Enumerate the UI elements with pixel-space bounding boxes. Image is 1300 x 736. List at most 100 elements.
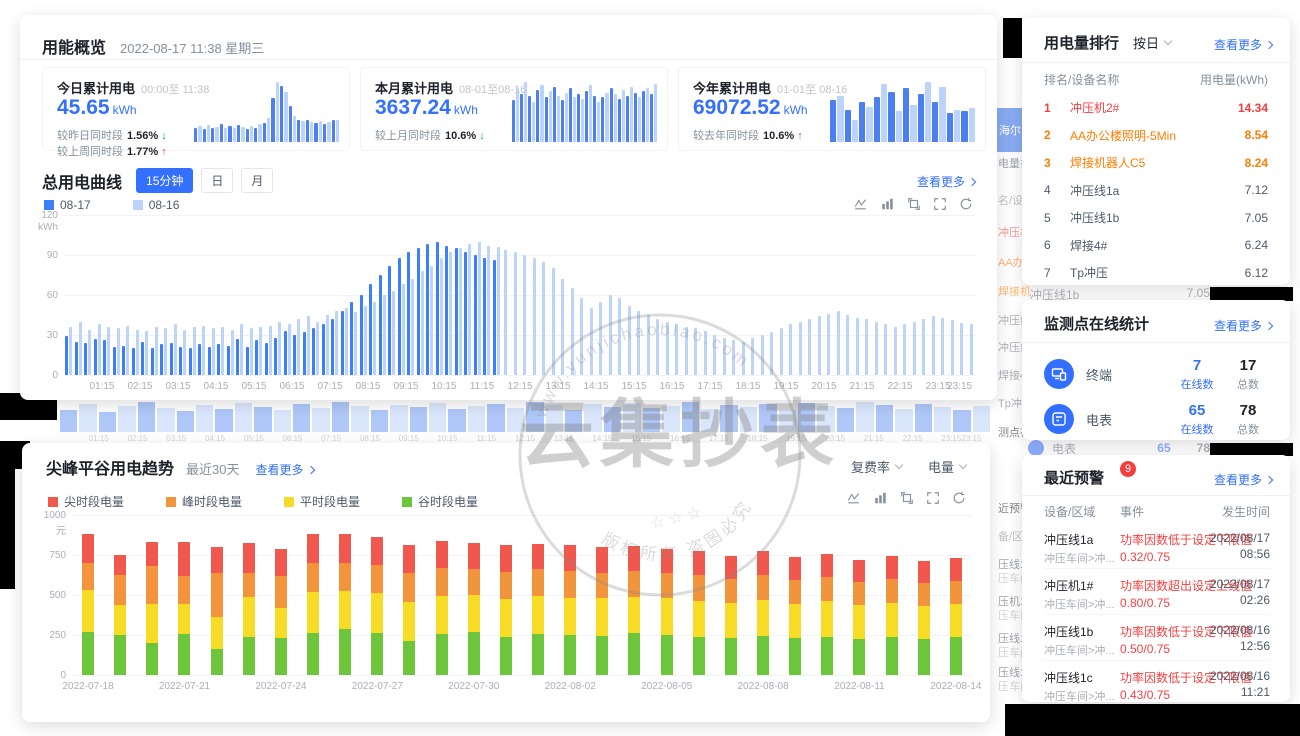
bar-0816[interactable] [551,268,555,375]
bar-0816[interactable] [420,271,424,375]
bar-0816[interactable] [646,315,650,375]
stacked-bar[interactable] [146,515,159,675]
bar-chart-icon[interactable] [880,197,895,211]
bar-0816[interactable] [618,297,622,375]
bar-0817[interactable] [236,339,240,375]
bar-0816[interactable] [504,249,508,375]
bar-0816[interactable] [78,321,82,375]
bar-0816[interactable] [240,324,244,375]
bar-0816[interactable] [561,279,565,375]
bar-0816[interactable] [297,319,301,375]
stacked-bar[interactable] [724,515,737,675]
bar-0817[interactable] [65,336,69,375]
bar-0816[interactable] [192,327,196,375]
bar-chart-icon[interactable] [873,491,888,505]
bar-0816[interactable] [382,295,386,375]
bar-0816[interactable] [922,319,926,375]
bar-0816[interactable] [230,329,234,375]
bar-0816[interactable] [477,241,481,375]
bar-0817[interactable] [340,311,344,375]
stacked-bar[interactable] [821,515,834,675]
bar-0817[interactable] [293,335,297,375]
bar-0816[interactable] [344,308,348,375]
bar-0816[interactable] [950,320,954,375]
ranking-row[interactable]: 5 冲压线1b 7.05 [1044,204,1268,231]
bar-0816[interactable] [912,321,916,375]
total-curve-more-link[interactable]: 查看更多 [917,173,977,190]
bar-0816[interactable] [960,323,964,375]
bar-0816[interactable] [335,311,339,375]
bar-0817[interactable] [103,340,107,375]
bar-0817[interactable] [255,340,259,375]
alert-row[interactable]: 冲压机1# 冲压车间>冲... 功率因数超出设定上线值 0.80/0.75 2022/0… [1044,569,1270,615]
bar-0817[interactable] [150,348,154,375]
stacked-bar[interactable] [307,515,320,675]
bar-0816[interactable] [523,255,527,375]
bar-0816[interactable] [354,312,358,375]
bar-0817[interactable] [122,345,126,375]
tab-15分钟[interactable]: 15分钟 [136,168,194,193]
bar-0817[interactable] [407,252,411,375]
bar-0816[interactable] [116,328,120,375]
bar-0816[interactable] [798,321,802,375]
bar-0816[interactable] [430,265,434,375]
line-chart-icon[interactable] [853,197,868,211]
ranking-more-link[interactable]: 查看更多 [1214,36,1274,53]
bar-0816[interactable] [107,327,111,375]
bar-0817[interactable] [473,255,477,375]
stacked-bar[interactable] [403,515,416,675]
stacked-bar[interactable] [532,515,545,675]
bar-0816[interactable] [855,317,859,375]
bar-0816[interactable] [164,328,168,375]
quantity-select[interactable]: 电量 [928,457,968,476]
bar-0816[interactable] [789,324,793,375]
stacked-bar[interactable] [499,515,512,675]
stacked-bar[interactable] [853,515,866,675]
bar-0817[interactable] [397,257,401,375]
ranking-row[interactable]: 7 Tp冲压 6.12 [1044,259,1268,286]
bar-0816[interactable] [627,305,631,375]
bar-0816[interactable] [941,317,945,375]
bar-0817[interactable] [435,241,439,375]
bar-0816[interactable] [589,308,593,375]
bar-0817[interactable] [483,257,487,375]
bar-0816[interactable] [487,245,491,375]
stacked-bar[interactable] [692,515,705,675]
bar-0817[interactable] [112,347,116,375]
ranking-row[interactable]: 2 AA办公楼照明-5Min 8.54 [1044,122,1268,149]
bar-0817[interactable] [169,343,173,375]
bar-0816[interactable] [694,328,698,375]
bar-0816[interactable] [903,324,907,375]
bar-0816[interactable] [496,247,500,375]
bar-0816[interactable] [931,316,935,375]
online-more-link[interactable]: 查看更多 [1214,317,1274,334]
bar-0816[interactable] [532,257,536,375]
bar-0816[interactable] [249,328,253,375]
bar-0816[interactable] [287,324,291,375]
bar-0816[interactable] [439,257,443,375]
bar-0817[interactable] [492,260,496,375]
bar-0817[interactable] [321,324,325,375]
bar-0816[interactable] [665,321,669,375]
bar-0817[interactable] [160,344,164,375]
bar-0816[interactable] [97,324,101,375]
bar-0816[interactable] [827,313,831,375]
stacked-bar[interactable] [339,515,352,675]
bar-0816[interactable] [684,327,688,375]
frame-icon[interactable] [926,491,940,505]
bar-0816[interactable] [741,341,745,375]
bar-0816[interactable] [363,305,367,375]
stacked-bar[interactable] [467,515,480,675]
bar-0816[interactable] [202,325,206,375]
stacked-bar[interactable] [596,515,609,675]
refresh-icon[interactable] [952,491,966,505]
tariff-select[interactable]: 复费率 [851,457,904,476]
bar-0816[interactable] [751,337,755,375]
ranking-row[interactable]: 6 焊接4# 6.24 [1044,232,1268,259]
bar-0816[interactable] [732,340,736,375]
bar-0817[interactable] [141,341,145,375]
bar-0816[interactable] [703,331,707,375]
stacked-bar[interactable] [757,515,770,675]
stacked-bar[interactable] [210,515,223,675]
bar-0817[interactable] [454,248,458,375]
